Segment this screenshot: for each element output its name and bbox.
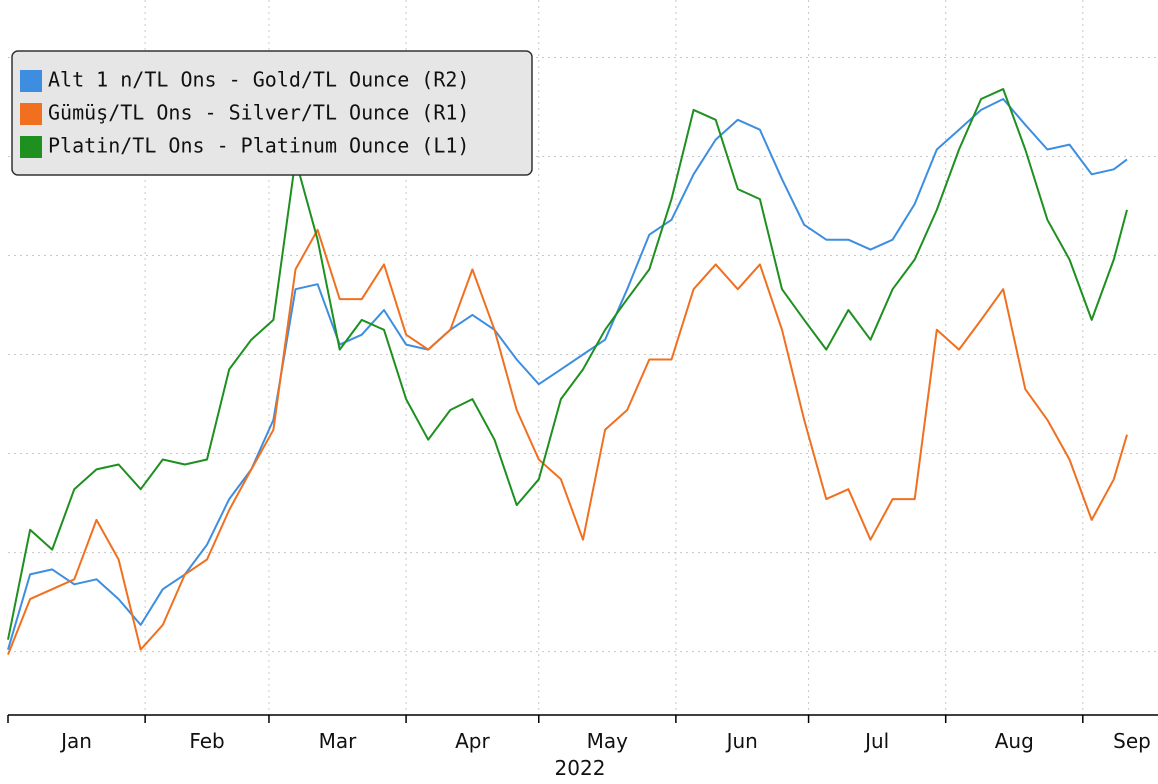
- legend-swatch: [20, 103, 42, 125]
- x-tick-label: May: [587, 729, 629, 753]
- x-tick-label: Feb: [189, 729, 224, 753]
- x-tick-label: Jan: [59, 729, 92, 753]
- legend-box: [11, 50, 533, 176]
- legend-label: Gümüş/TL Ons - Silver/TL Ounce (R1): [48, 101, 469, 125]
- series-line: [7, 98, 1128, 650]
- x-tick-label: Mar: [319, 729, 358, 753]
- legend-swatch: [20, 70, 42, 92]
- legend-label: Alt 1 n/TL Ons - Gold/TL Ounce (R2): [48, 68, 469, 92]
- grid: [8, 0, 1158, 715]
- legend-swatch: [20, 136, 42, 158]
- x-tick-label: Apr: [455, 729, 490, 753]
- year-label: 2022: [555, 756, 606, 780]
- series-line: [7, 88, 1128, 640]
- legend: Alt 1 n/TL Ons - Gold/TL Ounce (R2) Gümüş…: [11, 50, 533, 176]
- x-tick-label: Jul: [863, 729, 889, 753]
- x-tick-label: Sep: [1113, 729, 1151, 753]
- legend-label: Platin/TL Ons - Platinum Ounce (L1): [48, 134, 469, 158]
- series-line: [7, 228, 1128, 655]
- x-tick-label: Jun: [725, 729, 758, 753]
- x-tick-label: Aug: [995, 729, 1034, 753]
